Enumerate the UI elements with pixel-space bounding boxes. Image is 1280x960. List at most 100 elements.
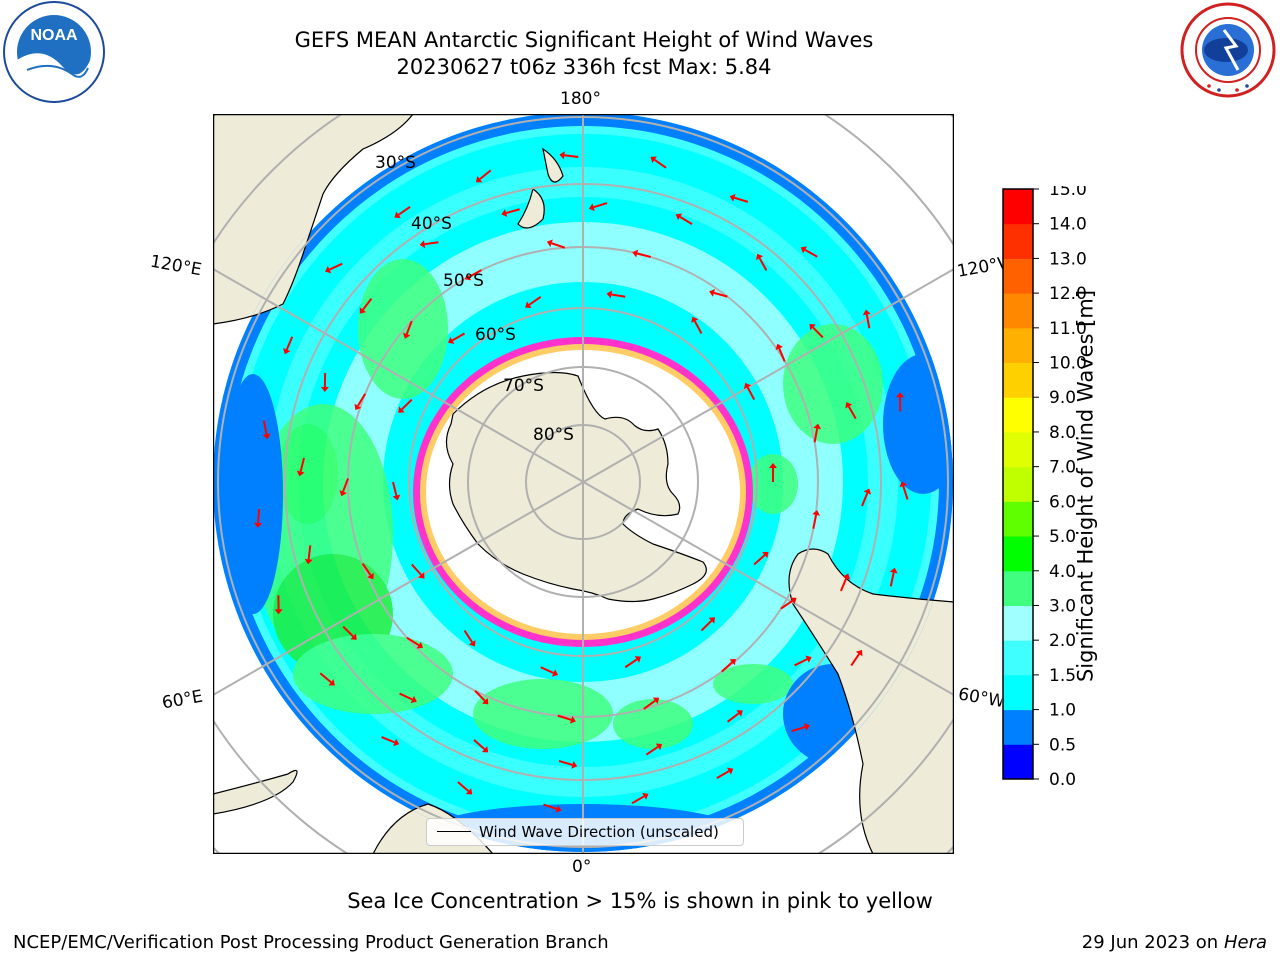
wind-wave-arrow-head	[339, 490, 347, 497]
wind-wave-arrow-head	[675, 213, 683, 221]
wind-wave-arrow	[540, 666, 554, 674]
wind-wave-arrow	[406, 636, 420, 647]
footer-machine: Hera	[1223, 932, 1267, 953]
wind-wave-arrow-head	[325, 265, 332, 274]
colorbar-tick-label: 15.0	[1049, 186, 1087, 200]
lat-label-70s: 70°S	[503, 376, 544, 396]
wind-wave-arrow-head	[410, 695, 417, 704]
nws-logo	[1180, 2, 1276, 98]
wind-wave-arrow	[758, 257, 768, 271]
wind-wave-arrow	[645, 746, 659, 756]
wind-wave-arrow-head	[569, 716, 576, 724]
wind-wave-arrow	[794, 658, 808, 667]
wind-wave-arrow	[734, 196, 749, 203]
wind-wave-arrow-head	[803, 723, 810, 731]
wind-wave-arrow	[631, 795, 645, 805]
wind-wave-arrow	[392, 481, 398, 496]
wind-wave-arrow-head	[812, 510, 821, 516]
map-plot: 30°S 40°S 50°S 60°S 70°S 80°S	[213, 114, 954, 854]
wind-wave-arrow-head	[392, 494, 401, 501]
wind-wave-arrow	[889, 572, 895, 587]
wind-wave-arrow	[643, 699, 656, 710]
wind-wave-arrow	[813, 428, 819, 443]
colorbar-tick-label: 8.0	[1049, 423, 1076, 443]
colorbar-segment	[1003, 536, 1033, 572]
lat-label-50s: 50°S	[443, 271, 484, 291]
wind-wave-arrow	[543, 803, 558, 810]
colorbar-segment	[1003, 674, 1033, 711]
wind-wave-arrow	[307, 545, 312, 560]
graticule	[213, 114, 954, 854]
wind-wave-arrow	[716, 770, 730, 780]
wind-wave-arrow-head	[790, 597, 797, 605]
wind-wave-arrow-head	[744, 382, 752, 390]
wind-wave-arrow	[713, 291, 728, 298]
wind-wave-arrow-head	[525, 301, 532, 309]
wind-wave-arrow	[342, 625, 354, 638]
colorbar-segment	[1003, 744, 1033, 780]
wind-wave-arrow-head	[800, 246, 808, 254]
colorbar-segment	[1003, 466, 1033, 502]
wind-wave-arrow-head	[367, 572, 374, 580]
lat-label-80s: 80°S	[533, 425, 574, 445]
wind-wave-arrow-head	[762, 551, 769, 559]
colorbar-tick-label: 11.0	[1049, 319, 1087, 339]
colorbar-tick-label: 13.0	[1049, 249, 1087, 269]
colorbar-tick-label: 10.0	[1049, 354, 1087, 374]
colorbar-segment	[1003, 501, 1033, 537]
colorbar-segment	[1003, 709, 1033, 745]
wind-wave-arrow	[342, 478, 349, 492]
wind-wave-arrow	[299, 457, 306, 472]
colorbar-tick-label: 3.0	[1049, 596, 1076, 616]
wind-wave-arrow	[457, 781, 470, 792]
wind-wave-arrow-head	[475, 176, 483, 183]
wind-wave-arrow-head	[769, 463, 777, 468]
wind-wave-arrow-head	[464, 273, 472, 281]
wind-wave-arrow-head	[634, 656, 642, 663]
wind-wave-arrow-head	[709, 289, 716, 297]
wind-wave-arrow-head	[606, 290, 613, 299]
lon-label-0: 0°	[572, 857, 592, 877]
colorbar-tick-label: 1.5	[1049, 666, 1076, 686]
footer-date-text: 29 Jun 2023 on	[1081, 932, 1219, 953]
colorbar-segment	[1003, 258, 1033, 294]
lon-label-60e: 60°E	[160, 686, 205, 714]
map-title: GEFS MEAN Antarctic Significant Height o…	[294, 28, 874, 52]
wind-wave-arrow	[746, 386, 756, 401]
wind-wave-arrow-head	[842, 573, 851, 580]
wind-wave-arrow	[505, 208, 520, 214]
wind-wave-arrow	[847, 405, 857, 420]
wind-wave-arrow-head	[262, 433, 271, 440]
colorbar-tick-label: 5.0	[1049, 527, 1076, 547]
wind-wave-arrow-head	[642, 792, 649, 800]
colorbar-segment	[1003, 362, 1033, 398]
colorbar-label: Significant Height of Wind Waves [m]	[1073, 289, 1098, 683]
wind-wave-arrow-head	[481, 697, 489, 705]
wind-wave-arrow-head	[350, 633, 357, 640]
wind-wave-arrow	[812, 326, 824, 339]
colorbar-segment	[1003, 640, 1033, 676]
wind-wave-arrow-head	[805, 655, 812, 663]
wind-wave-arrow	[593, 202, 608, 209]
wind-wave-arrow	[463, 630, 474, 643]
wind-wave-arrow	[401, 398, 413, 411]
wind-wave-arrow	[411, 563, 422, 576]
wind-wave-arrow	[564, 154, 579, 159]
noaa-logo: NOAA	[3, 1, 105, 103]
lat-label-60s: 60°S	[475, 325, 516, 345]
colorbar-segment	[1003, 327, 1033, 364]
colorbar-tick-label: 0.0	[1049, 770, 1076, 786]
wind-wave-arrow-head	[813, 423, 822, 430]
wind-wave-arrow	[357, 393, 367, 407]
wind-wave-arrow-head	[726, 767, 734, 775]
colorbar-tick-label: 14.0	[1049, 215, 1087, 235]
wind-wave-arrow-head	[254, 522, 263, 528]
wind-wave-arrow-head	[588, 203, 595, 212]
wind-wave-arrow	[804, 248, 818, 258]
wind-wave-arrow	[424, 241, 439, 246]
wind-wave-arrow-head	[899, 481, 908, 488]
wind-wave-arrow-head	[655, 743, 663, 751]
legend-label: Wind Wave Direction (unscaled)	[479, 823, 719, 841]
wind-wave-arrow-head	[896, 392, 905, 398]
wind-wave-arrow-head	[274, 609, 283, 615]
